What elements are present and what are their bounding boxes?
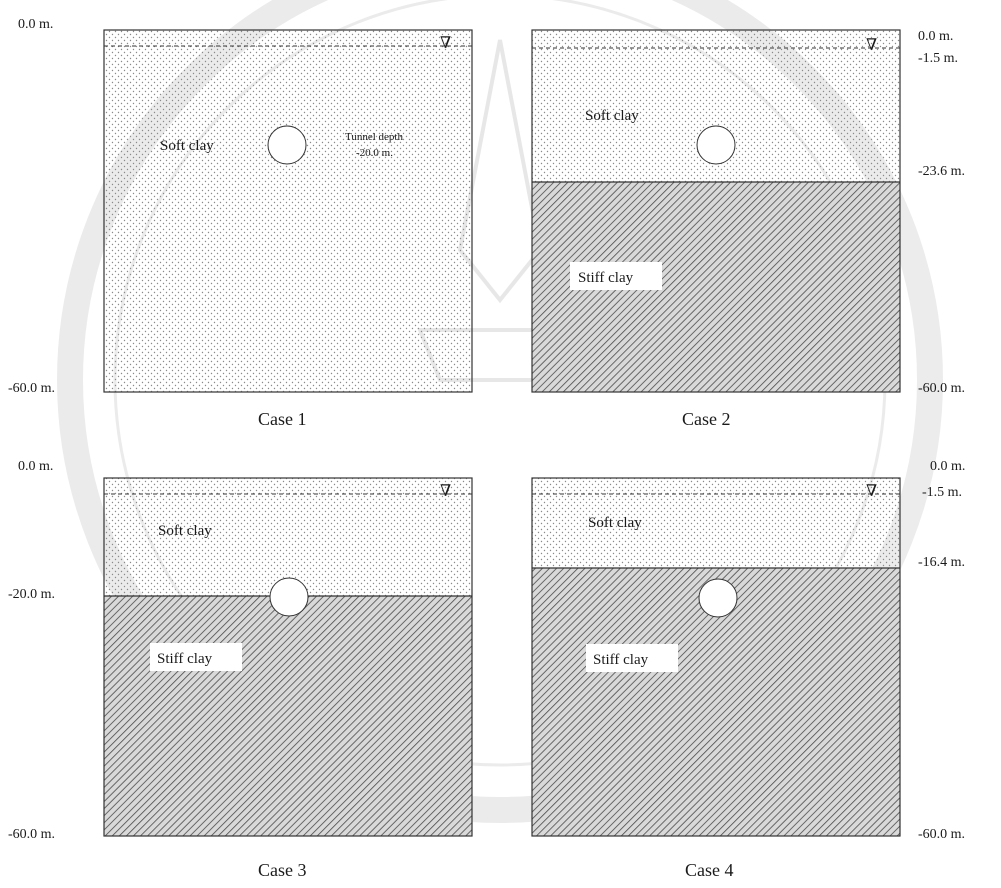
soft-clay-label: Soft clay bbox=[158, 523, 212, 539]
water-table-icon: ∇ bbox=[440, 483, 451, 500]
tunnel-circle bbox=[696, 125, 736, 165]
case-caption: Case 2 bbox=[682, 409, 731, 429]
depth-label-top: 0.0 m. bbox=[918, 29, 953, 44]
panel-case-4: ∇ Soft clay Stiff clay 0.0 m. -1.5 m. -1… bbox=[531, 459, 965, 880]
panel-case-1: ∇ Soft clay Tunnel depth -20.0 m. 0.0 m.… bbox=[8, 17, 473, 429]
water-table-icon: ∇ bbox=[440, 35, 451, 52]
depth-label-bottom: -60.0 m. bbox=[8, 381, 55, 396]
water-table-depth-label: -1.5 m. bbox=[918, 51, 958, 66]
layer-boundary-label: -23.6 m. bbox=[918, 164, 965, 179]
soft-clay-label: Soft clay bbox=[585, 108, 639, 124]
tunnel-circle bbox=[269, 577, 309, 617]
depth-label-top: 0.0 m. bbox=[18, 17, 53, 32]
tunnel-depth-label: Tunnel depth bbox=[345, 131, 403, 143]
water-table-depth-label: -1.5 m. bbox=[922, 485, 962, 500]
soft-clay-label: Soft clay bbox=[160, 138, 214, 154]
water-table-icon: ∇ bbox=[866, 37, 877, 54]
stiff-clay-label: Stiff clay bbox=[157, 651, 213, 667]
case-caption: Case 4 bbox=[685, 860, 734, 880]
depth-label-bottom: -60.0 m. bbox=[918, 381, 965, 396]
depth-label-bottom: -60.0 m. bbox=[8, 827, 55, 842]
soft-clay-label: Soft clay bbox=[588, 515, 642, 531]
depth-label-bottom: -60.0 m. bbox=[918, 827, 965, 842]
tunnel-depth-value: -20.0 m. bbox=[356, 147, 393, 159]
panel-case-2: ∇ Soft clay Stiff clay 0.0 m. -1.5 m. -2… bbox=[531, 29, 965, 429]
tunnel-circle bbox=[698, 578, 738, 618]
case-caption: Case 3 bbox=[258, 860, 307, 880]
depth-label-top: 0.0 m. bbox=[18, 459, 53, 474]
tunnel-circle bbox=[267, 125, 307, 165]
water-table-icon: ∇ bbox=[866, 483, 877, 500]
case-caption: Case 1 bbox=[258, 409, 307, 429]
stiff-clay-label: Stiff clay bbox=[593, 652, 649, 668]
depth-label-top: 0.0 m. bbox=[930, 459, 965, 474]
layer-boundary-label: -16.4 m. bbox=[918, 555, 965, 570]
stiff-clay-label: Stiff clay bbox=[578, 270, 634, 286]
layer-boundary-label: -20.0 m. bbox=[8, 587, 55, 602]
panel-case-3: ∇ Soft clay Stiff clay 0.0 m. -20.0 m. -… bbox=[8, 459, 473, 880]
